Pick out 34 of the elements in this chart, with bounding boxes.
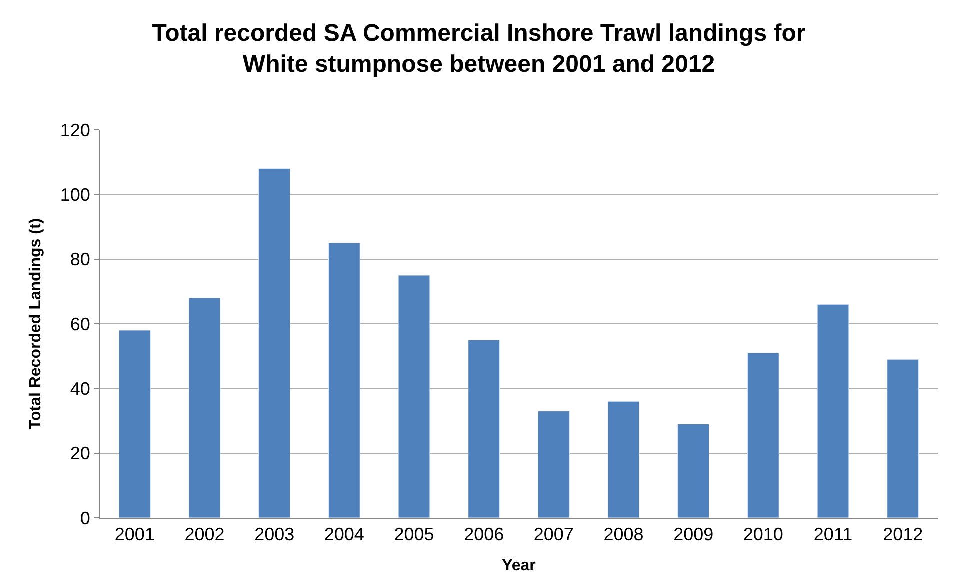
- bar: [468, 340, 500, 518]
- x-tick-label: 2001: [114, 524, 155, 545]
- bar: [887, 359, 920, 518]
- bar: [258, 168, 291, 518]
- chart-title: Total recorded SA Commercial Inshore Trawl landings for White stumpnose between 2001 and 2012: [152, 20, 806, 78]
- x-tick-label: 2009: [674, 524, 714, 545]
- bar: [118, 330, 151, 518]
- x-tick-label: 2002: [184, 524, 225, 545]
- bar: [747, 352, 780, 518]
- x-tick-label: 2011: [814, 524, 853, 545]
- x-tick-label: 2005: [394, 524, 434, 545]
- y-tick-label: 120: [60, 120, 90, 140]
- x-axis-title: Year: [502, 557, 536, 574]
- x-tick-label: 2007: [534, 524, 574, 545]
- bar: [538, 411, 570, 518]
- x-tick-label: 2010: [743, 524, 784, 545]
- y-tick-label: 40: [70, 378, 90, 399]
- y-tick-label: 0: [80, 508, 90, 528]
- y-tick-label: 100: [60, 184, 90, 205]
- y-tick-label: 20: [70, 444, 90, 464]
- y-tick-label: 60: [70, 314, 90, 334]
- y-axis-title: Total Recorded Landings (t): [27, 218, 44, 430]
- y-tick-label: 80: [70, 250, 90, 270]
- bar: [608, 401, 640, 518]
- x-tick-label: 2008: [604, 524, 644, 545]
- x-tick-label: 2006: [464, 524, 504, 545]
- x-tick-label: 2003: [254, 524, 295, 545]
- bar: [817, 304, 850, 518]
- bar: [188, 298, 221, 518]
- bar: [678, 424, 710, 518]
- bar: [328, 242, 360, 518]
- x-tick-label: 2012: [883, 524, 924, 545]
- x-tick-label: 2004: [324, 524, 364, 545]
- bar: [398, 275, 430, 518]
